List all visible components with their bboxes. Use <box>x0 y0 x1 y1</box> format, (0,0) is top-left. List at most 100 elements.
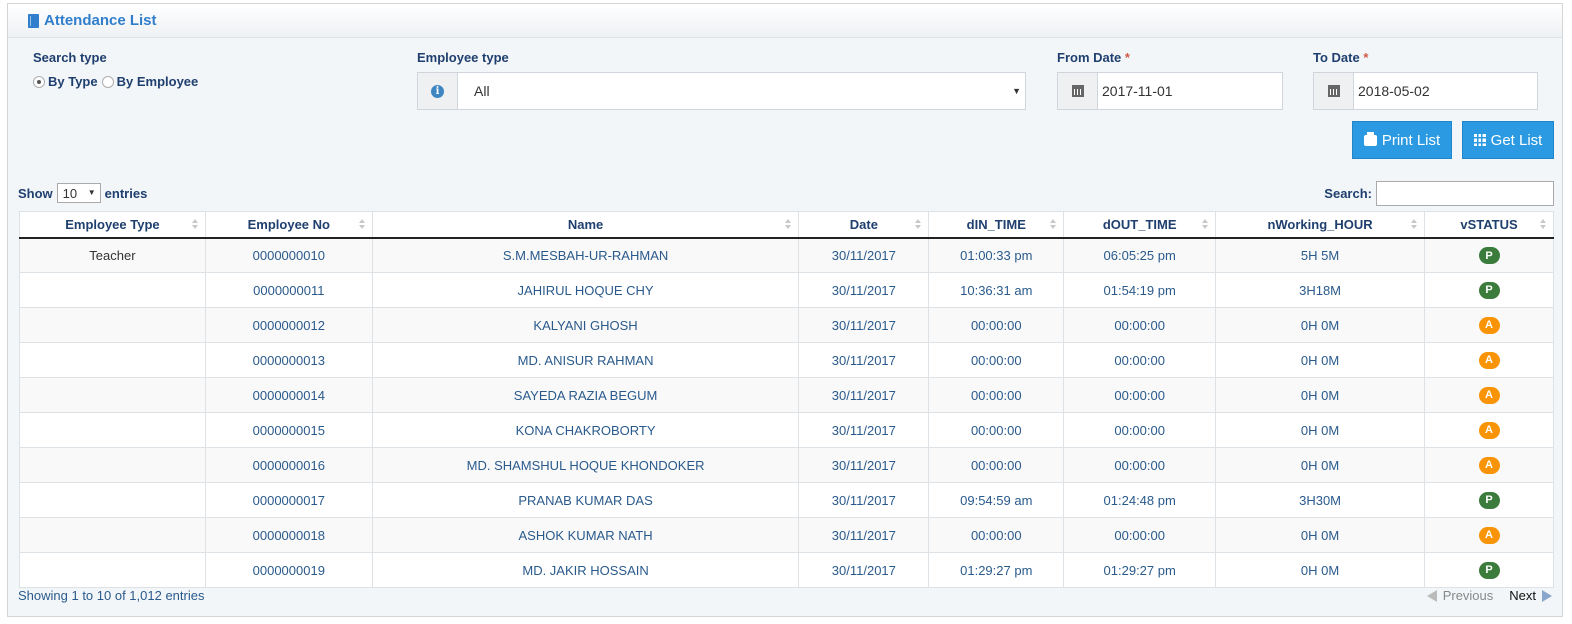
radio-by-employee-label[interactable]: By Employee <box>116 74 199 89</box>
cell-out-time: 00:00:00 <box>1063 377 1217 413</box>
previous-button[interactable]: Previous <box>1426 588 1494 603</box>
cell-working-hour: 3H18M <box>1215 272 1425 308</box>
to-date-label: To Date * <box>1313 50 1368 65</box>
cell-name: MD. ANISUR RAHMAN <box>371 342 800 378</box>
cell-in-time: 00:00:00 <box>928 447 1065 483</box>
cell-employee-type <box>19 552 206 588</box>
cell-date: 30/11/2017 <box>798 307 930 343</box>
cell-name: S.M.MESBAH-UR-RAHMAN <box>371 237 800 273</box>
cell-in-time: 01:00:33 pm <box>928 237 1065 273</box>
cell-date: 30/11/2017 <box>798 237 930 273</box>
column-label: Employee No <box>247 216 330 232</box>
chevron-down-icon: ▼ <box>87 188 96 197</box>
cell-working-hour: 0H 0M <box>1215 307 1425 343</box>
cell-status: A <box>1424 377 1554 413</box>
table-row: 0000000012 KALYANI GHOSH 30/11/2017 00:00:0… <box>19 307 1554 343</box>
table-search: Search: <box>1324 181 1554 206</box>
cell-status: A <box>1424 342 1554 378</box>
column-header-date[interactable]: Date <box>798 211 930 239</box>
cell-employee-no: 0000000017 <box>204 482 373 518</box>
column-label: dIN_TIME <box>966 216 1026 232</box>
cell-out-time: 01:24:48 pm <box>1063 482 1217 518</box>
cell-working-hour: 3H30M <box>1215 482 1425 518</box>
status-badge: P <box>1478 561 1500 579</box>
get-list-label: Get List <box>1490 131 1543 149</box>
employee-type-select[interactable]: All ▼ <box>458 73 1025 109</box>
cell-out-time: 00:00:00 <box>1063 447 1217 483</box>
table-row: 0000000013 MD. ANISUR RAHMAN 30/11/2017 00:… <box>19 342 1554 378</box>
cell-in-time: 00:00:00 <box>928 342 1065 378</box>
cell-working-hour: 0H 0M <box>1215 377 1425 413</box>
column-header-working-hour[interactable]: nWorking_HOUR <box>1215 211 1425 239</box>
cell-employee-no: 0000000016 <box>204 447 373 483</box>
page-length-select[interactable]: 10 ▼ <box>56 183 101 203</box>
sort-icon <box>1202 219 1209 230</box>
cell-name: KONA CHAKROBORTY <box>371 412 800 448</box>
cell-out-time: 06:05:25 pm <box>1063 237 1217 273</box>
cell-working-hour: 0H 0M <box>1215 447 1425 483</box>
printer-icon <box>1363 131 1377 146</box>
column-header-out-time[interactable]: dOUT_TIME <box>1063 211 1217 239</box>
panel-header: Attendance List <box>8 4 1562 38</box>
print-list-label: Print List <box>1381 131 1441 149</box>
search-input[interactable] <box>1376 181 1554 206</box>
sort-icon <box>915 219 922 230</box>
cell-employee-type <box>19 307 206 343</box>
column-label: nWorking_HOUR <box>1267 216 1373 232</box>
sort-icon <box>1411 219 1418 230</box>
cell-out-time: 01:29:27 pm <box>1063 552 1217 588</box>
cell-name: MD. SHAMSHUL HOQUE KHONDOKER <box>371 447 800 483</box>
cell-employee-no: 0000000019 <box>204 552 373 588</box>
required-mark: * <box>1363 50 1369 65</box>
sort-icon <box>191 219 199 230</box>
radio-by-employee[interactable] <box>101 75 114 88</box>
cell-employee-no: 0000000015 <box>204 412 373 448</box>
cell-out-time: 00:00:00 <box>1063 307 1217 343</box>
get-list-button[interactable]: Get List <box>1462 121 1554 159</box>
cell-employee-type <box>19 517 206 553</box>
cell-status: P <box>1424 272 1554 308</box>
status-badge: A <box>1478 421 1500 439</box>
cell-date: 30/11/2017 <box>798 272 930 308</box>
column-label: dOUT_TIME <box>1102 216 1177 232</box>
calendar-icon <box>1071 85 1084 97</box>
status-badge: A <box>1478 456 1500 474</box>
column-label: Name <box>567 216 604 232</box>
cell-date: 30/11/2017 <box>798 482 930 518</box>
cell-employee-no: 0000000013 <box>204 342 373 378</box>
search-type-label: Search type <box>33 50 107 65</box>
cell-working-hour: 0H 0M <box>1215 552 1425 588</box>
cell-name: SAYEDA RAZIA BEGUM <box>371 377 800 413</box>
cell-date: 30/11/2017 <box>798 552 930 588</box>
cell-in-time: 09:54:59 am <box>928 482 1065 518</box>
next-label: Next <box>1509 588 1536 603</box>
previous-label: Previous <box>1442 588 1494 603</box>
radio-by-type[interactable] <box>33 75 45 88</box>
cell-date: 30/11/2017 <box>798 342 930 378</box>
cell-out-time: 00:00:00 <box>1063 517 1217 553</box>
print-list-button[interactable]: Print List <box>1352 121 1452 159</box>
cell-status: A <box>1424 447 1554 483</box>
sort-icon <box>358 219 366 230</box>
next-button[interactable]: Next <box>1509 588 1552 603</box>
cell-name: ASHOK KUMAR NATH <box>371 517 800 553</box>
page-title: Attendance List <box>44 12 157 29</box>
column-header-in-time[interactable]: dIN_TIME <box>928 211 1065 239</box>
cell-in-time: 10:36:31 am <box>928 272 1065 308</box>
cell-status: P <box>1424 237 1554 273</box>
to-date-input[interactable]: 2018-05-02 <box>1354 73 1537 109</box>
column-header-employee-type[interactable]: Employee Type <box>19 211 206 239</box>
from-date-addon <box>1058 73 1098 109</box>
from-date-input[interactable]: 2017-11-01 <box>1098 73 1282 109</box>
cell-status: A <box>1424 412 1554 448</box>
column-header-status[interactable]: vSTATUS <box>1424 211 1554 239</box>
cell-date: 30/11/2017 <box>798 412 930 448</box>
column-header-employee-no[interactable]: Employee No <box>204 211 373 239</box>
grid-icon <box>1473 134 1486 146</box>
radio-by-type-label[interactable]: By Type <box>48 74 98 89</box>
cell-date: 30/11/2017 <box>798 517 930 553</box>
cell-employee-no: 0000000014 <box>204 377 373 413</box>
column-header-name[interactable]: Name <box>371 211 800 239</box>
cell-in-time: 00:00:00 <box>928 517 1065 553</box>
table-row: 0000000018 ASHOK KUMAR NATH 30/11/2017 00:0… <box>19 517 1554 553</box>
